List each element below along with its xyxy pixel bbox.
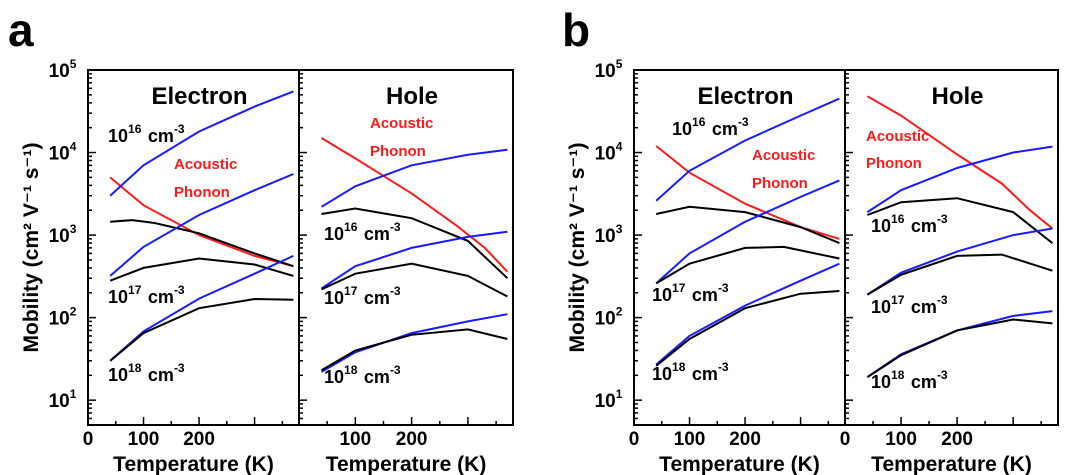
series-line-model-5 bbox=[320, 313, 508, 373]
y-tick-label: 103 bbox=[49, 222, 78, 247]
series-line-acoustic-0 bbox=[109, 176, 294, 268]
panel-letter-a: a bbox=[8, 4, 34, 56]
series-line-model-1 bbox=[109, 90, 294, 197]
series-line-data-2 bbox=[321, 207, 509, 279]
series-line-model-1 bbox=[320, 148, 508, 208]
series-line-data-2 bbox=[655, 205, 840, 245]
concentration-label: 1017 cm-3 bbox=[652, 281, 730, 305]
acoustic-phonon-label: Phonon bbox=[866, 155, 922, 172]
y-tick-label: 102 bbox=[49, 305, 78, 330]
y-tick-label: 105 bbox=[595, 57, 624, 82]
acoustic-phonon-label: Acoustic bbox=[174, 156, 237, 173]
x-axis-label: Temperature (K) bbox=[326, 453, 487, 475]
acoustic-phonon-label: Phonon bbox=[174, 184, 230, 201]
acoustic-phonon-label: Acoustic bbox=[370, 115, 433, 132]
x-tick-label: 200 bbox=[183, 429, 215, 450]
series-line-data-4 bbox=[866, 253, 1053, 296]
y-tick-label: 101 bbox=[595, 387, 624, 412]
subplot-b-electron: 101 102 103 104 105 0 100 200 Temperature (… bbox=[566, 57, 846, 475]
acoustic-phonon-label: Acoustic bbox=[866, 128, 929, 145]
series-line-model-3 bbox=[320, 230, 508, 290]
subplot-a-electron: 101 102 103 104 105 0 100 200 Temperature (… bbox=[20, 57, 300, 475]
y-tick-label: 102 bbox=[595, 305, 624, 330]
concentration-label: 1018 cm-3 bbox=[652, 360, 730, 384]
acoustic-phonon-label: Phonon bbox=[752, 175, 808, 192]
series-line-data-6 bbox=[866, 318, 1053, 378]
x-tick-label: 0 bbox=[840, 429, 851, 450]
concentration-label: 1018 cm-3 bbox=[871, 368, 949, 392]
series-line-acoustic-0 bbox=[866, 95, 1054, 230]
series-line-data-6 bbox=[109, 297, 294, 362]
series-line-acoustic-0 bbox=[320, 137, 509, 273]
acoustic-phonon-label: Acoustic bbox=[752, 147, 815, 164]
subplot-title: Hole bbox=[931, 83, 983, 110]
y-axis-label: Mobility (cm² V⁻¹ s⁻¹) bbox=[20, 143, 43, 353]
x-tick-label: 200 bbox=[729, 429, 761, 450]
concentration-label: 1016 cm-3 bbox=[324, 220, 402, 244]
concentration-label: 1016 cm-3 bbox=[871, 212, 949, 236]
plots-layer: 101 102 103 104 105 0 100 200 Temperature (… bbox=[20, 57, 1059, 475]
x-axis-label: Temperature (K) bbox=[871, 453, 1032, 475]
y-tick-label: 101 bbox=[49, 387, 78, 412]
panel-letter-b: b bbox=[562, 4, 590, 56]
x-tick-label: 200 bbox=[396, 429, 428, 450]
x-tick-label: 100 bbox=[128, 429, 160, 450]
x-tick-label: 100 bbox=[885, 429, 917, 450]
concentration-label: 1016 cm-3 bbox=[672, 115, 750, 139]
y-tick-label: 104 bbox=[595, 140, 624, 165]
subplot-title: Hole bbox=[386, 83, 438, 110]
series-line-data-6 bbox=[655, 290, 840, 367]
x-tick-label: 0 bbox=[83, 429, 94, 450]
concentration-label: 1017 cm-3 bbox=[108, 283, 186, 307]
series-line-data-6 bbox=[320, 328, 508, 372]
x-tick-label: 100 bbox=[674, 429, 706, 450]
concentration-label: 1016 cm-3 bbox=[108, 122, 186, 146]
series-line-model-3 bbox=[109, 173, 294, 277]
series-line-model-5 bbox=[655, 262, 840, 366]
series-line-model-1 bbox=[655, 97, 840, 202]
x-tick-label: 0 bbox=[629, 429, 640, 450]
concentration-label: 1018 cm-3 bbox=[108, 361, 186, 385]
series-line-model-3 bbox=[866, 227, 1053, 296]
acoustic-phonon-label: Phonon bbox=[370, 143, 426, 160]
series-line-data-4 bbox=[321, 262, 508, 298]
x-axis-label: Temperature (K) bbox=[113, 453, 274, 475]
y-tick-label: 103 bbox=[595, 222, 624, 247]
y-axis-label: Mobility (cm² V⁻¹ s⁻¹) bbox=[566, 143, 589, 353]
series-line-model-1 bbox=[866, 145, 1053, 213]
y-tick-label: 104 bbox=[49, 140, 78, 165]
concentration-label: 1017 cm-3 bbox=[324, 284, 402, 308]
x-tick-label: 100 bbox=[339, 429, 371, 450]
series-line-data-4 bbox=[655, 245, 840, 285]
concentration-label: 1018 cm-3 bbox=[324, 363, 402, 387]
subplot-a-hole: 100 200 Temperature (K) Hole 1016 cm-3 1017 … bbox=[298, 69, 514, 475]
series-line-model-3 bbox=[655, 179, 840, 285]
series-line-data-2 bbox=[867, 197, 1054, 244]
concentration-label: 1017 cm-3 bbox=[871, 293, 949, 317]
y-tick-label: 105 bbox=[49, 57, 78, 82]
x-tick-label: 200 bbox=[941, 429, 973, 450]
subplot-title: Electron bbox=[151, 83, 247, 110]
subplot-b-hole: 0 100 200 Temperature (K) Hole 1016 cm-3 1017… bbox=[840, 69, 1059, 475]
series-line-acoustic-0 bbox=[655, 145, 840, 240]
x-axis-label: Temperature (K) bbox=[659, 453, 820, 475]
subplot-title: Electron bbox=[697, 83, 793, 110]
